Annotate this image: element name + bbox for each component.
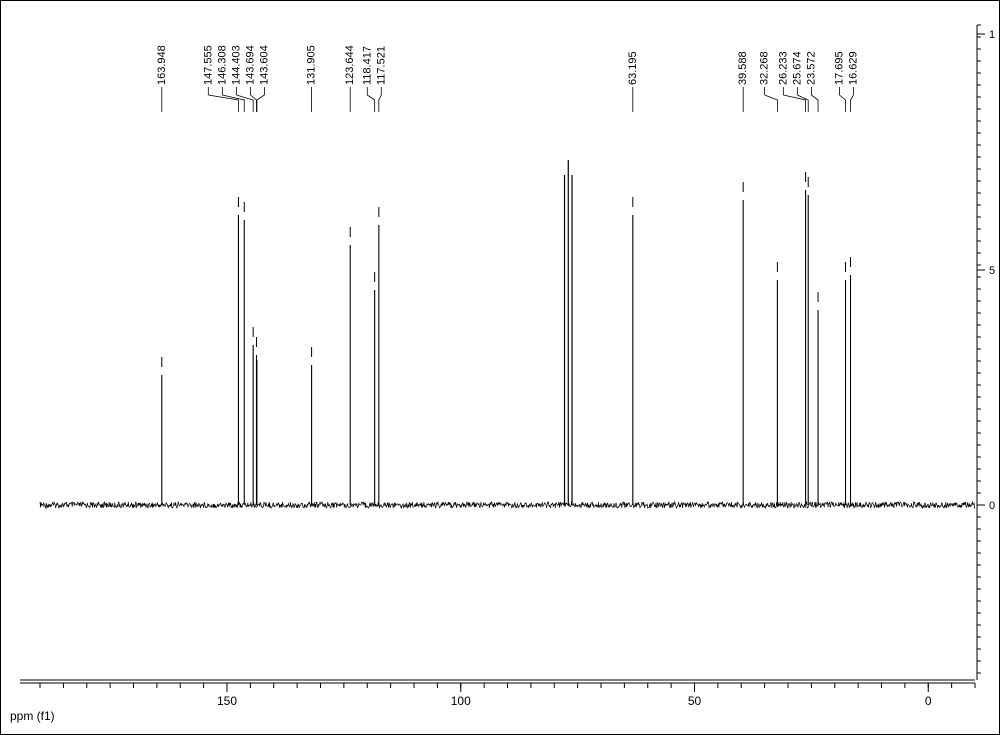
peak-leader xyxy=(811,95,818,112)
peak-leader xyxy=(765,95,778,112)
x-tick-label: 0 xyxy=(925,694,932,708)
peak-label: 32.268 xyxy=(759,51,771,85)
peak-label: 117.521 xyxy=(375,46,387,85)
nmr-spectrum-chart: 150050100150ppm (f1)163.948147.555146.30… xyxy=(0,0,1000,735)
peak-label: 26.233 xyxy=(777,51,789,85)
peak-label: 63.195 xyxy=(627,51,639,85)
peak-leader xyxy=(257,95,264,112)
peak-label: 25.674 xyxy=(791,51,803,85)
y-tick-label: 1 xyxy=(989,29,995,41)
peak-label: 146.308 xyxy=(216,45,228,85)
peak-leader xyxy=(797,95,808,112)
peak-label: 163.948 xyxy=(156,45,168,85)
peak-label: 143.604 xyxy=(258,45,270,85)
peak-label: 144.403 xyxy=(230,45,242,85)
x-tick-label: 50 xyxy=(688,694,702,708)
peak-label: 147.555 xyxy=(202,45,214,85)
peak-label: 16.629 xyxy=(847,51,859,85)
x-tick-label: 100 xyxy=(451,694,471,708)
y-tick-label: 5 xyxy=(989,265,995,277)
peak-leader xyxy=(839,95,845,112)
peak-label: 131.905 xyxy=(306,45,318,85)
peak-leader xyxy=(851,95,854,112)
peak-label: 17.695 xyxy=(833,51,845,85)
peak-label: 23.572 xyxy=(805,51,817,85)
baseline-noise xyxy=(40,502,975,508)
peak-leader xyxy=(379,95,381,112)
peak-label: 123.644 xyxy=(344,45,356,85)
peak-leader xyxy=(236,95,253,112)
nmr-svg: 150050100150ppm (f1)163.948147.555146.30… xyxy=(0,0,1000,735)
peak-label: 118.417 xyxy=(361,46,373,85)
x-axis-label: ppm (f1) xyxy=(10,709,55,723)
y-tick-label: 0 xyxy=(989,500,995,512)
x-tick-label: 150 xyxy=(217,694,237,708)
peak-label: 143.694 xyxy=(244,45,256,85)
peak-label: 39.588 xyxy=(737,51,749,85)
peak-leader xyxy=(367,95,374,112)
